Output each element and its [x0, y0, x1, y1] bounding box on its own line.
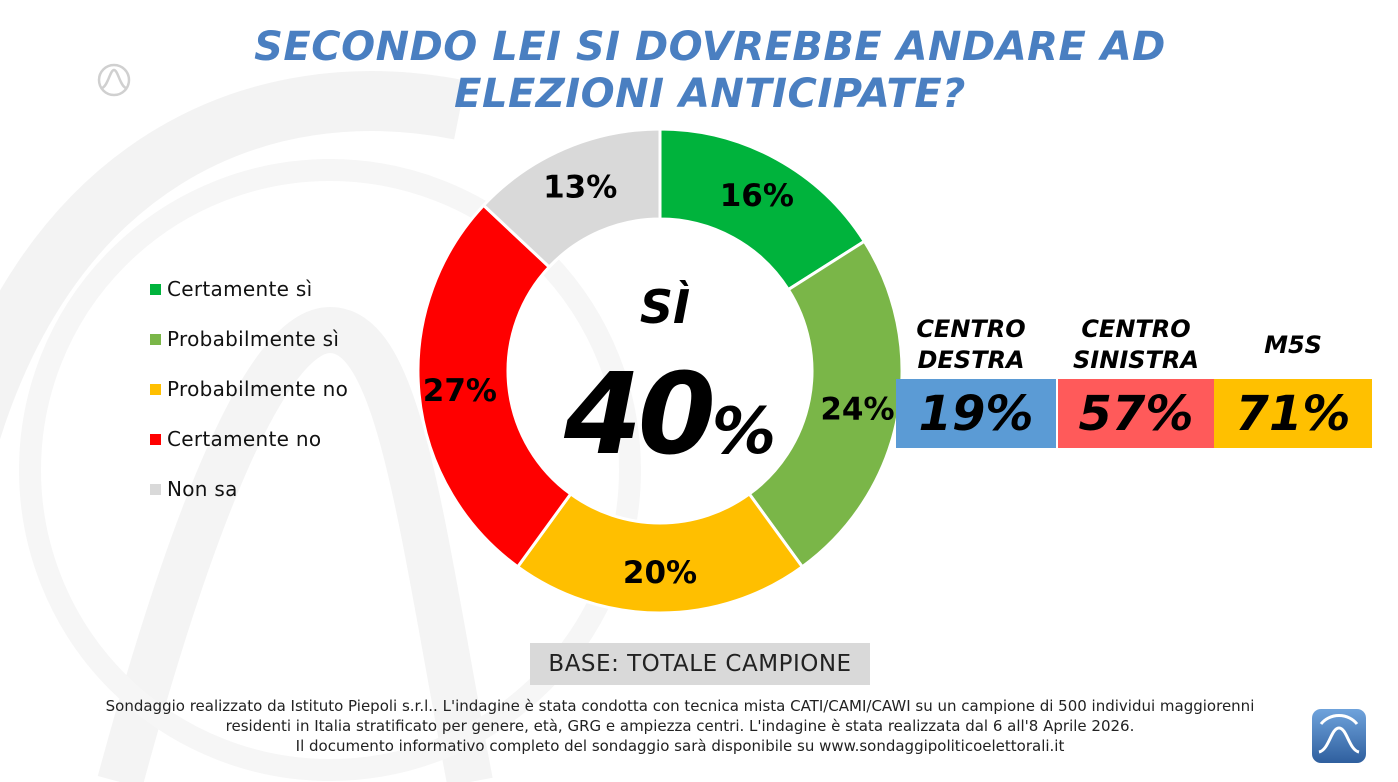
- group-value-m5s: 71%: [1214, 379, 1372, 448]
- donut-slice: [416, 203, 573, 569]
- group-label-centro-sinistra: CENTRO SINISTRA: [1073, 315, 1199, 374]
- legend-item: Certamente no: [150, 414, 348, 464]
- legend-item: Probabilmente sì: [150, 314, 348, 364]
- donut-slice-label: 27%: [423, 373, 497, 409]
- group-label-centro-destra: CENTRO DESTRA: [916, 315, 1026, 374]
- donut-slice: [515, 491, 805, 615]
- footnote-line-3: Il documento informativo completo del so…: [295, 737, 1065, 755]
- footnote: Sondaggio realizzato da Istituto Piepoli…: [50, 696, 1310, 756]
- donut-chart: 16% 24% 20% 27% 13%: [416, 127, 904, 615]
- piepoli-logo-icon: [97, 63, 131, 97]
- donut-slice: [481, 127, 662, 270]
- legend-swatch: [150, 483, 161, 495]
- page-title: SECONDO LEI SI DOVREBBE ANDARE AD ELEZIO…: [254, 24, 1166, 117]
- footnote-line-1: Sondaggio realizzato da Istituto Piepoli…: [105, 697, 1255, 715]
- chart-legend: Certamente sì Probabilmente sì Probabilmen…: [150, 264, 348, 514]
- donut-slice-label: 24%: [820, 392, 894, 428]
- legend-label: Certamente sì: [167, 277, 313, 301]
- legend-item: Probabilmente no: [150, 364, 348, 414]
- group-value-centro-destra: 19%: [896, 379, 1056, 448]
- donut-slice: [747, 239, 904, 569]
- donut-slice-label: 20%: [623, 555, 697, 591]
- legend-label: Probabilmente no: [167, 377, 349, 401]
- center-value-number: 40: [564, 350, 716, 480]
- center-value-unit: %: [711, 395, 776, 469]
- group-value-centro-sinistra: 57%: [1058, 379, 1214, 448]
- footnote-line-2: residenti in Italia stratificato per gen…: [225, 717, 1135, 735]
- legend-swatch: [150, 333, 161, 345]
- legend-swatch: [150, 433, 161, 445]
- base-label: BASE: TOTALE CAMPIONE: [530, 643, 870, 685]
- legend-swatch: [150, 383, 161, 395]
- legend-label: Non sa: [167, 477, 238, 501]
- legend-item: Non sa: [150, 464, 348, 514]
- donut-slice-label: 16%: [720, 178, 794, 214]
- legend-swatch: [150, 283, 161, 295]
- center-label: SÌ: [639, 280, 691, 334]
- donut-slice-label: 13%: [543, 170, 617, 206]
- piepoli-logo-icon: [1312, 709, 1366, 763]
- legend-item: Certamente sì: [150, 264, 348, 314]
- legend-label: Probabilmente sì: [167, 327, 340, 351]
- legend-label: Certamente no: [167, 427, 322, 451]
- center-value: 40%: [540, 350, 800, 480]
- group-label-m5s: M5S: [1264, 331, 1322, 359]
